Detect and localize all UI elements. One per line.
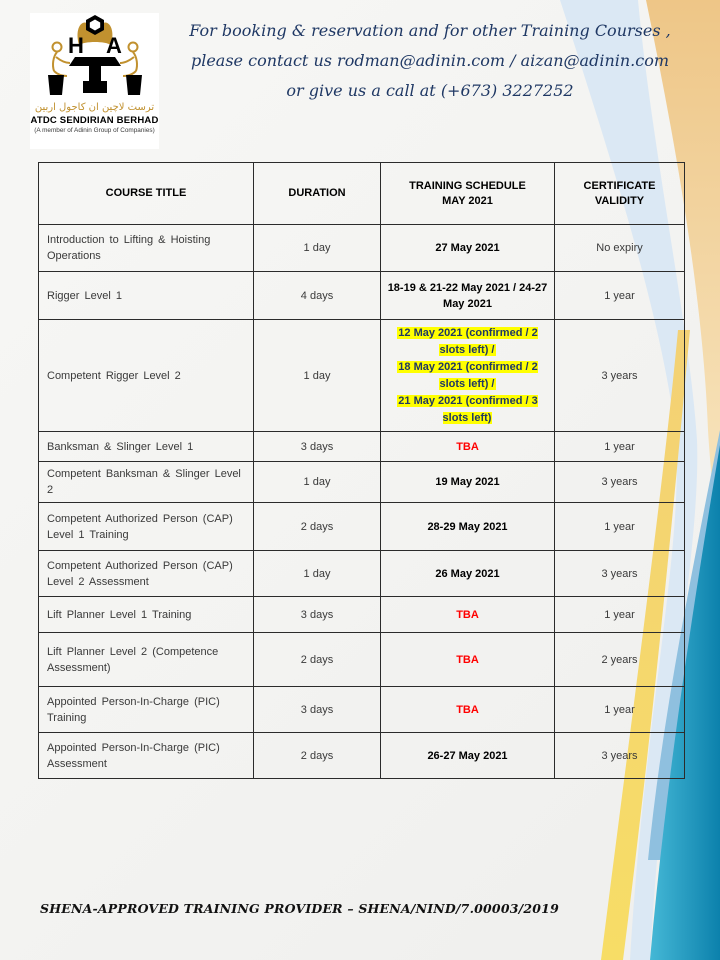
- duration-cell: 1 day: [253, 319, 381, 432]
- letter-h: H: [68, 33, 84, 58]
- table-base: [82, 81, 107, 93]
- company-logo-box: H A ترست لاچين ان كاجول اربين ATDC SENDI…: [30, 13, 159, 149]
- course-cell: Introduction to Lifting & Hoisting Opera…: [38, 224, 254, 272]
- course-cell: Lift Planner Level 1 Training: [38, 596, 254, 633]
- logo-emblem-icon: H A: [47, 15, 142, 95]
- table-top-icon: [68, 57, 121, 66]
- training-schedule-table: COURSE TITLE DURATION TRAINING SCHEDULE M…: [38, 162, 685, 779]
- header-row: COURSE TITLE DURATION TRAINING SCHEDULE M…: [38, 162, 685, 225]
- stool-right: [125, 75, 142, 95]
- highlighted-schedule-line: 21 May 2021 (confirmed / 3 slots left): [397, 394, 538, 424]
- table-row: Rigger Level 1 4 days 18-19 & 21-22 May …: [38, 271, 685, 320]
- table-row: Competent Banksman & Slinger Level 2 1 d…: [38, 461, 685, 503]
- schedule-cell: TBA: [380, 431, 555, 462]
- table-row: Banksman & Slinger Level 1 3 days TBA 1 …: [38, 431, 685, 462]
- header-training-schedule: TRAINING SCHEDULE MAY 2021: [380, 162, 555, 225]
- nut-hole: [89, 19, 100, 31]
- tan-swoosh: [646, 0, 720, 545]
- course-cell: Appointed Person-In-Charge (PIC) Trainin…: [38, 686, 254, 733]
- course-cell: Rigger Level 1: [38, 271, 254, 320]
- course-cell: Competent Rigger Level 2: [38, 319, 254, 432]
- validity-cell: 1 year: [554, 431, 685, 462]
- accreditation-text: SHENA-APPROVED TRAINING PROVIDER – SHENA…: [40, 901, 559, 916]
- schedule-cell: TBA: [380, 686, 555, 733]
- validity-cell: 3 years: [554, 461, 685, 503]
- stool-left: [47, 75, 64, 95]
- validity-cell: 1 year: [554, 686, 685, 733]
- duration-cell: 1 day: [253, 224, 381, 272]
- highlighted-schedule-line: 12 May 2021 (confirmed / 2 slots left) /: [397, 326, 538, 356]
- logo-arabic-script: ترست لاچين ان كاجول اربين: [34, 102, 155, 113]
- duration-cell: 3 days: [253, 686, 381, 733]
- validity-cell: 3 years: [554, 319, 685, 432]
- schedule-cell: 26-27 May 2021: [380, 732, 555, 779]
- course-cell: Appointed Person-In-Charge (PIC) Assessm…: [38, 732, 254, 779]
- validity-cell: 2 years: [554, 632, 685, 687]
- duration-cell: 2 days: [253, 502, 381, 551]
- table-row: Competent Authorized Person (CAP) Level …: [38, 550, 685, 597]
- validity-cell: 3 years: [554, 732, 685, 779]
- validity-cell: 1 year: [554, 596, 685, 633]
- table-pedestal: [88, 66, 101, 81]
- schedule-cell: 28-29 May 2021: [380, 502, 555, 551]
- course-cell: Competent Authorized Person (CAP) Level …: [38, 502, 254, 551]
- header-course-title: COURSE TITLE: [38, 162, 254, 225]
- validity-cell: 3 years: [554, 550, 685, 597]
- schedule-cell: 19 May 2021: [380, 461, 555, 503]
- contact-line-3: or give us a call at (+673) 3227252: [286, 81, 574, 100]
- highlighted-schedule-line: 18 May 2021 (confirmed / 2 slots left) /: [397, 360, 538, 390]
- table-row: Introduction to Lifting & Hoisting Opera…: [38, 224, 685, 272]
- schedule-cell-highlighted: 12 May 2021 (confirmed / 2 slots left) /…: [380, 319, 555, 432]
- schedule-cell: 18-19 & 21-22 May 2021 / 24-27 May 2021: [380, 271, 555, 320]
- duration-cell: 1 day: [253, 461, 381, 503]
- schedule-cell: TBA: [380, 632, 555, 687]
- duration-cell: 1 day: [253, 550, 381, 597]
- contact-line-1: For booking & reservation and for other …: [189, 21, 671, 40]
- table-row: Competent Authorized Person (CAP) Level …: [38, 502, 685, 551]
- teal-corner-swoosh: [650, 445, 720, 960]
- course-cell: Lift Planner Level 2 (Competence Assessm…: [38, 632, 254, 687]
- contact-line-2: please contact us rodman@adinin.com / ai…: [190, 51, 670, 70]
- validity-cell: 1 year: [554, 271, 685, 320]
- validity-cell: 1 year: [554, 502, 685, 551]
- table-row: Appointed Person-In-Charge (PIC) Trainin…: [38, 686, 685, 733]
- table-row: Lift Planner Level 1 Training 3 days TBA…: [38, 596, 685, 633]
- letter-a: A: [106, 33, 122, 58]
- table-row: Appointed Person-In-Charge (PIC) Assessm…: [38, 732, 685, 779]
- course-cell: Competent Banksman & Slinger Level 2: [38, 461, 254, 503]
- header-certificate-validity: CERTIFICATE VALIDITY: [554, 162, 685, 225]
- logo-subtitle: (A member of Adinin Group of Companies): [34, 127, 155, 134]
- duration-cell: 3 days: [253, 431, 381, 462]
- duration-cell: 3 days: [253, 596, 381, 633]
- logo-company-name: ATDC SENDIRIAN BERHAD: [30, 115, 159, 126]
- table-row: Lift Planner Level 2 (Competence Assessm…: [38, 632, 685, 687]
- duration-cell: 4 days: [253, 271, 381, 320]
- figure-right-icon: [119, 41, 138, 77]
- contact-header: For booking & reservation and for other …: [166, 16, 694, 106]
- validity-cell: No expiry: [554, 224, 685, 272]
- header-duration: DURATION: [253, 162, 381, 225]
- course-cell: Competent Authorized Person (CAP) Level …: [38, 550, 254, 597]
- schedule-cell: 27 May 2021: [380, 224, 555, 272]
- table-row: Competent Rigger Level 2 1 day 12 May 20…: [38, 319, 685, 432]
- course-cell: Banksman & Slinger Level 1: [38, 431, 254, 462]
- duration-cell: 2 days: [253, 732, 381, 779]
- schedule-cell: 26 May 2021: [380, 550, 555, 597]
- schedule-cell: TBA: [380, 596, 555, 633]
- duration-cell: 2 days: [253, 632, 381, 687]
